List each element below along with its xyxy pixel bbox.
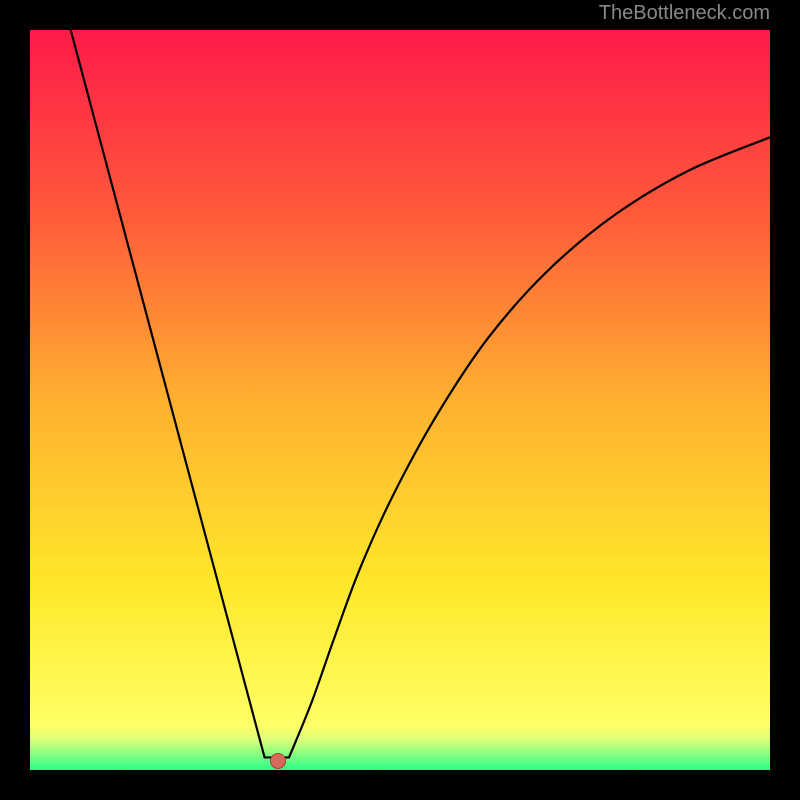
- bottleneck-curve: [30, 30, 770, 770]
- plot-area: [30, 30, 770, 770]
- watermark-text: TheBottleneck.com: [599, 2, 770, 25]
- curve-path: [71, 30, 770, 757]
- minimum-marker: [270, 753, 286, 769]
